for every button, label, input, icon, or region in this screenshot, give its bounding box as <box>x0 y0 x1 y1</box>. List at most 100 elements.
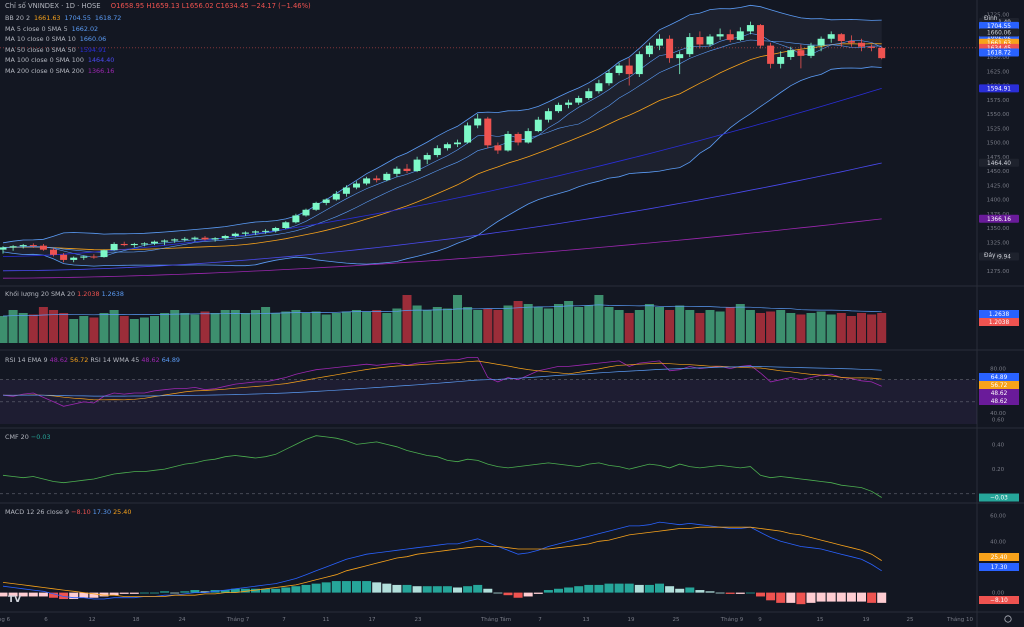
volume-bar <box>99 313 109 343</box>
candle-body <box>80 256 88 258</box>
sma50-line <box>2 88 882 257</box>
macd-histogram-bar <box>412 586 422 593</box>
macd-histogram-bar <box>372 582 382 593</box>
volume-bar <box>321 314 331 343</box>
volume-bar <box>735 304 745 343</box>
candle-body <box>110 243 118 251</box>
volume-bar <box>311 311 321 343</box>
macd-tick-label: 40.00 <box>990 539 1006 545</box>
macd-histogram-bar <box>857 592 866 602</box>
candle-body <box>272 228 280 231</box>
cmf-line <box>2 435 882 498</box>
rsi-tag <box>979 373 1019 381</box>
candle-body <box>858 42 865 47</box>
macd-histogram-bar <box>109 592 119 596</box>
time-tick-label: 13 <box>583 617 590 623</box>
candle-body <box>534 119 542 132</box>
price-tick-label: 1325.00 <box>987 240 1010 246</box>
volume-bar <box>594 295 604 343</box>
macd-histogram-bar <box>38 592 48 597</box>
candle-body <box>363 178 371 184</box>
legend-value: 1464.40 <box>87 56 115 64</box>
macd-histogram-bar <box>362 581 372 593</box>
macd-histogram-bar <box>301 584 311 593</box>
volume-bar <box>846 316 856 343</box>
time-tick-label: 23 <box>415 617 422 623</box>
candle-body <box>645 45 653 55</box>
macd-histogram-bar <box>261 588 271 593</box>
volume-bar <box>857 313 866 343</box>
candle-body <box>433 148 441 156</box>
macd-tag-text: 17.30 <box>991 565 1008 571</box>
legend-row[interactable]: MA 200 close 0 SMA 200 1366.16 <box>5 66 121 77</box>
volume-legend: Khối lượng 20 SMA 20 1.2038 1.2638 <box>5 290 124 298</box>
macd-histogram-bar <box>200 591 210 593</box>
legend-value: 1661.63 <box>34 14 61 22</box>
macd-histogram-bar <box>806 592 816 603</box>
candle-body <box>494 145 502 151</box>
price-tick-label: 1525.00 <box>987 126 1010 132</box>
tradingview-logo[interactable]: TV <box>8 595 22 605</box>
candle-body <box>625 65 633 75</box>
low-label: Đáy <box>982 253 998 259</box>
time-tick-label: 6 <box>44 617 48 623</box>
bollinger-basis-line <box>2 43 882 251</box>
candle-body <box>565 102 573 105</box>
candle-body <box>60 254 68 260</box>
candle-body <box>524 131 532 143</box>
macd-histogram-bar <box>453 587 462 593</box>
time-tick-label: 7 <box>282 617 286 623</box>
macd-histogram-bar <box>251 588 260 593</box>
volume-bar <box>463 307 473 343</box>
volume-bar <box>89 317 99 343</box>
price-tick-label: 1650.00 <box>987 55 1010 61</box>
macd-histogram-bar <box>18 592 28 597</box>
candle-body <box>575 98 583 103</box>
volume-bar <box>119 316 129 343</box>
price-tick-label: 1400.00 <box>987 198 1010 204</box>
macd-histogram-bar <box>271 588 281 593</box>
legend-row[interactable]: MA 10 close 0 SMA 10 1660.06 <box>5 34 121 45</box>
volume-bar <box>604 307 614 343</box>
macd-histogram-bar <box>79 592 89 598</box>
macd-histogram-bar <box>574 586 584 593</box>
macd-histogram-bar <box>594 584 604 593</box>
volume-bar <box>69 319 79 343</box>
macd-histogram-bar <box>99 592 109 597</box>
legend-row[interactable]: MA 100 close 0 SMA 100 1464.40 <box>5 55 121 66</box>
sma200-line <box>2 218 882 279</box>
settings-gear-icon[interactable] <box>1004 615 1012 623</box>
time-tick-label: 12 <box>89 617 96 623</box>
macd-histogram-bar <box>564 587 574 593</box>
candle-body <box>181 238 189 240</box>
time-tick-label: 11 <box>323 617 330 623</box>
cmf-tick-label: 0.40 <box>992 442 1005 448</box>
candle-body <box>231 233 239 236</box>
volume-bar <box>180 313 190 343</box>
candle-body <box>817 38 825 46</box>
volume-bar <box>341 311 351 343</box>
candle-body <box>595 83 603 92</box>
legend-row[interactable]: MA 50 close 0 SMA 50 1594.91 <box>5 45 121 56</box>
candle-body <box>787 50 795 57</box>
price-tag-text: 1704.55 <box>987 24 1011 30</box>
legend-row[interactable]: MA 5 close 0 SMA 5 1662.02 <box>5 24 121 35</box>
candle-body <box>413 159 421 171</box>
volume-bar <box>392 308 402 343</box>
macd-histogram-bar <box>634 584 644 593</box>
candle-body <box>161 240 169 242</box>
candle-body <box>757 25 764 46</box>
candle-body <box>696 37 704 45</box>
rsi-tag-text: 64.89 <box>991 375 1008 381</box>
volume-bar <box>251 310 260 343</box>
volume-bar <box>79 316 89 343</box>
volume-bar <box>220 310 230 343</box>
legend-row[interactable]: BB 20 2 1661.63 1704.55 1618.72 <box>5 13 121 24</box>
macd-histogram-bar <box>665 586 675 593</box>
price-tag <box>979 48 1019 57</box>
time-tick-label: 19 <box>863 617 870 623</box>
symbol-title[interactable]: Chỉ số VNINDEX · 1D · HOSE <box>5 2 101 10</box>
price-tag <box>979 158 1019 167</box>
macd-histogram-bar <box>240 588 250 593</box>
